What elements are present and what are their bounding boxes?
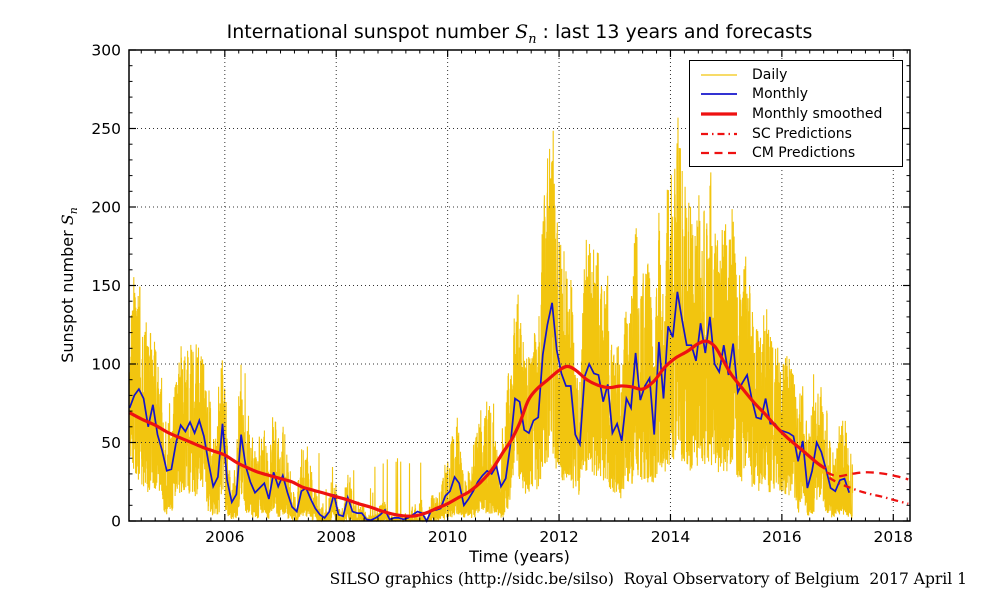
x-tick-label-2006: 2006 <box>205 528 244 546</box>
legend-entry-monthly: Monthly <box>700 85 902 105</box>
y-tick-label-300: 300 <box>91 42 121 60</box>
x-tick-label-2014: 2014 <box>651 528 690 546</box>
y-tick-label-0: 0 <box>111 513 121 531</box>
credit-caption: SILSO graphics (http://sidc.be/silso) Ro… <box>329 570 967 588</box>
cm-predictions-line-sample <box>701 152 737 155</box>
x-tick-label-2012: 2012 <box>539 528 578 546</box>
legend-entry-daily: Daily <box>700 65 902 85</box>
title-symbol: Sn <box>515 21 537 47</box>
sc-predictions-line-sample <box>701 132 737 135</box>
legend-label-sc-predictions: SC Predictions <box>752 125 852 142</box>
x-tick-label-2008: 2008 <box>317 528 356 546</box>
legend-label-daily: Daily <box>752 66 788 83</box>
legend: Daily Monthly Monthly smoothed SC Predictio… <box>689 60 903 167</box>
y-tick-label-50: 50 <box>101 434 121 452</box>
x-axis-label: Time (years) <box>469 547 570 566</box>
monthly-smoothed-line <box>128 339 827 518</box>
legend-label-monthly-smoothed: Monthly smoothed <box>752 105 883 122</box>
title-suffix: : last 13 years and forecasts <box>536 21 813 43</box>
y-tick-label-250: 250 <box>91 120 121 138</box>
x-tick-label-2016: 2016 <box>762 528 801 546</box>
legend-entry-monthly-smoothed: Monthly smoothed <box>700 104 902 124</box>
monthly-line-sample <box>701 93 737 96</box>
cm-predictions-line <box>825 471 909 481</box>
legend-entry-sc-predictions: SC Predictions <box>700 124 902 144</box>
x-tick-label-2018: 2018 <box>874 528 913 546</box>
sc-predictions-line <box>828 476 909 505</box>
y-tick-label-150: 150 <box>91 277 121 295</box>
legend-label-monthly: Monthly <box>752 86 809 103</box>
monthly-smoothed-line-sample <box>701 112 737 116</box>
y-axis-label: Sunspot number Sn <box>57 207 81 363</box>
daily-line-sample <box>701 74 737 76</box>
title-prefix: International sunspot number <box>226 21 516 43</box>
legend-label-cm-predictions: CM Predictions <box>752 145 856 162</box>
chart-title: International sunspot number Sn : last 1… <box>129 21 910 47</box>
x-tick-label-2010: 2010 <box>428 528 467 546</box>
y-tick-label-100: 100 <box>91 356 121 374</box>
legend-entry-cm-predictions: CM Predictions <box>700 143 902 163</box>
y-tick-label-200: 200 <box>91 199 121 217</box>
